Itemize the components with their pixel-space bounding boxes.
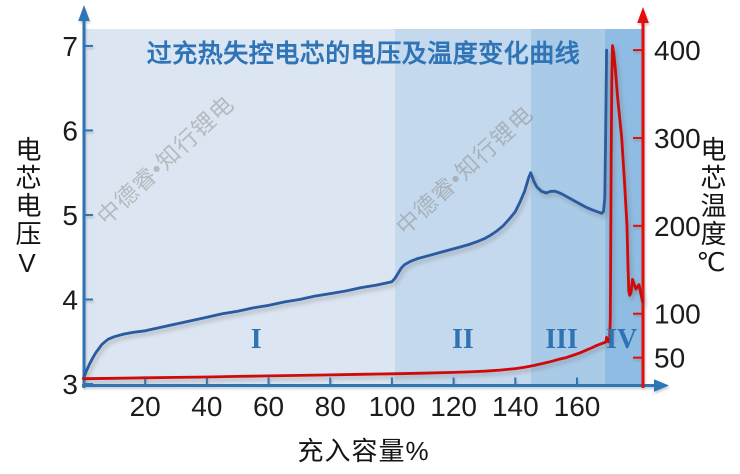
left-tick-label-7: 7 bbox=[62, 31, 78, 62]
chart-title: 过充热失控电芯的电压及温度变化曲线 bbox=[146, 40, 581, 68]
right-tick-label-400: 400 bbox=[654, 35, 701, 66]
x-axis-arrow-icon bbox=[654, 379, 669, 392]
x-tick-label-100: 100 bbox=[369, 391, 416, 422]
y-axis-right-arrow-icon bbox=[637, 7, 649, 23]
right-tick-label-100: 100 bbox=[654, 299, 701, 330]
right-tick-label-50: 50 bbox=[654, 343, 685, 374]
zone-rect-I bbox=[83, 29, 396, 385]
left-tick-label-4: 4 bbox=[62, 284, 78, 315]
zone-labels: I II III IV bbox=[251, 324, 638, 355]
axes bbox=[78, 5, 669, 392]
x-tick-label-120: 120 bbox=[430, 391, 477, 422]
left-axis-title: 电芯电压V bbox=[12, 136, 42, 280]
x-tick-label-140: 140 bbox=[492, 391, 539, 422]
left-tick-label-5: 5 bbox=[62, 200, 78, 231]
x-tick-label-60: 60 bbox=[253, 391, 284, 422]
cell-voltage-V-curve bbox=[82, 48, 608, 380]
zone-backgrounds bbox=[83, 29, 643, 385]
x-axis-title: 充入容量% bbox=[297, 436, 430, 466]
cell-temperature-C-curve bbox=[82, 44, 645, 381]
right-tick-label-300: 300 bbox=[654, 123, 701, 154]
y-axis-left-arrow-icon bbox=[78, 5, 90, 21]
zone-label-II: II bbox=[452, 324, 474, 355]
right-axis-title: 电芯温度℃ bbox=[697, 136, 727, 280]
zone-label-III: III bbox=[545, 324, 578, 355]
tick-labels: 20 40 60 80 100 120 140 160 3 4 5 6 7 50 100 200 300 400 bbox=[62, 31, 700, 422]
x-tick-label-160: 160 bbox=[554, 391, 601, 422]
left-tick-label-3: 3 bbox=[62, 369, 78, 400]
zone-label-I: I bbox=[251, 324, 262, 355]
zone-rect-II bbox=[395, 29, 531, 385]
x-tick-label-80: 80 bbox=[315, 391, 346, 422]
zone-rect-III bbox=[530, 29, 605, 385]
zone-label-IV: IV bbox=[606, 324, 637, 355]
curves bbox=[82, 44, 645, 381]
right-tick-label-200: 200 bbox=[654, 211, 701, 242]
x-tick-label-40: 40 bbox=[191, 391, 222, 422]
left-tick-label-6: 6 bbox=[62, 115, 78, 146]
x-tick-label-20: 20 bbox=[130, 391, 161, 422]
